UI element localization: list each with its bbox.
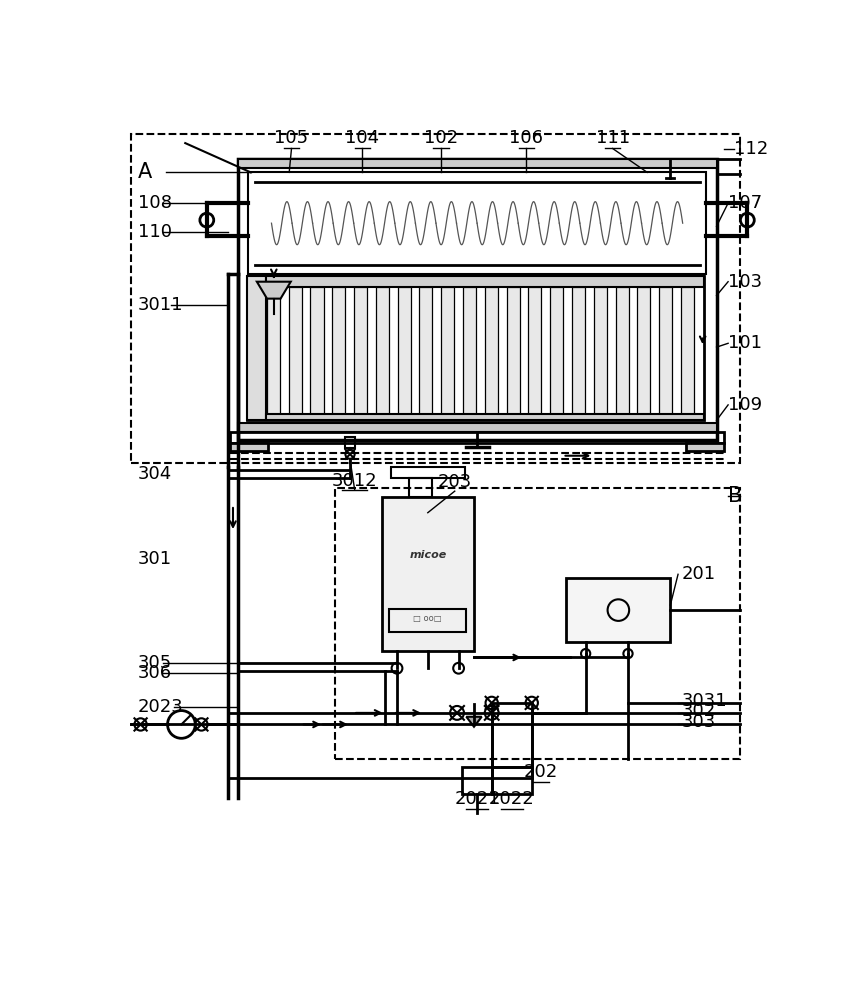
Bar [311,287,323,414]
Bar [267,287,280,414]
Text: B: B [728,486,742,506]
Bar [397,287,411,414]
Bar [419,287,432,414]
Bar [593,287,607,414]
Text: 102: 102 [424,129,458,147]
Text: 103: 103 [728,273,762,291]
Bar [550,287,563,414]
Bar [346,437,355,448]
Bar [566,578,671,642]
Bar [342,490,367,492]
Bar [638,287,650,414]
Text: 3031: 3031 [682,692,728,710]
Bar [376,287,389,414]
Bar [441,287,454,414]
Text: 106: 106 [509,129,543,147]
Text: 2023: 2023 [138,698,183,716]
Bar [249,172,706,274]
Text: 303: 303 [682,713,717,731]
Bar [485,287,498,414]
Text: 304: 304 [138,465,171,483]
Text: □ oo□: □ oo□ [413,614,442,623]
Text: 301: 301 [138,550,171,568]
Text: 3011: 3011 [138,296,183,314]
Bar [332,287,346,414]
Bar [659,287,672,414]
Bar [238,423,717,432]
Bar [686,443,724,451]
Polygon shape [257,282,290,299]
Text: 110: 110 [138,223,171,241]
Text: 2021: 2021 [454,790,500,808]
Text: 201: 201 [682,565,716,583]
Bar [390,609,466,632]
Bar [391,467,464,478]
Text: 112: 112 [734,140,768,158]
Text: 3012: 3012 [332,472,378,490]
Bar [247,276,266,420]
Bar [463,767,492,794]
Text: 105: 105 [274,129,308,147]
Bar [409,478,432,497]
Bar [616,287,628,414]
Bar [132,134,739,463]
Bar [528,287,542,414]
Bar [335,488,739,759]
Bar [507,287,520,414]
Bar [681,287,694,414]
Text: 109: 109 [728,396,762,414]
Bar [238,158,717,168]
Bar [492,767,531,794]
Text: 305: 305 [138,654,171,672]
Text: 2022: 2022 [489,790,535,808]
Text: 104: 104 [346,129,380,147]
Text: 108: 108 [138,194,171,212]
Text: 302: 302 [682,702,717,720]
Text: 306: 306 [138,664,171,682]
Text: A: A [138,162,152,182]
Text: 111: 111 [595,129,630,147]
Text: 202: 202 [524,763,558,781]
Bar [266,276,704,287]
Text: 107: 107 [728,194,762,212]
Bar [247,276,704,420]
Text: 203: 203 [437,473,472,491]
Bar [572,287,585,414]
Polygon shape [466,717,481,727]
Text: micoe: micoe [409,550,447,560]
Text: 101: 101 [728,334,762,352]
Bar [230,443,268,451]
Bar [354,287,367,414]
Bar [230,432,724,443]
Bar [463,287,476,414]
Bar [492,703,531,767]
Bar [238,158,717,440]
Bar [266,414,704,420]
Bar [289,287,301,414]
Bar [381,497,474,651]
